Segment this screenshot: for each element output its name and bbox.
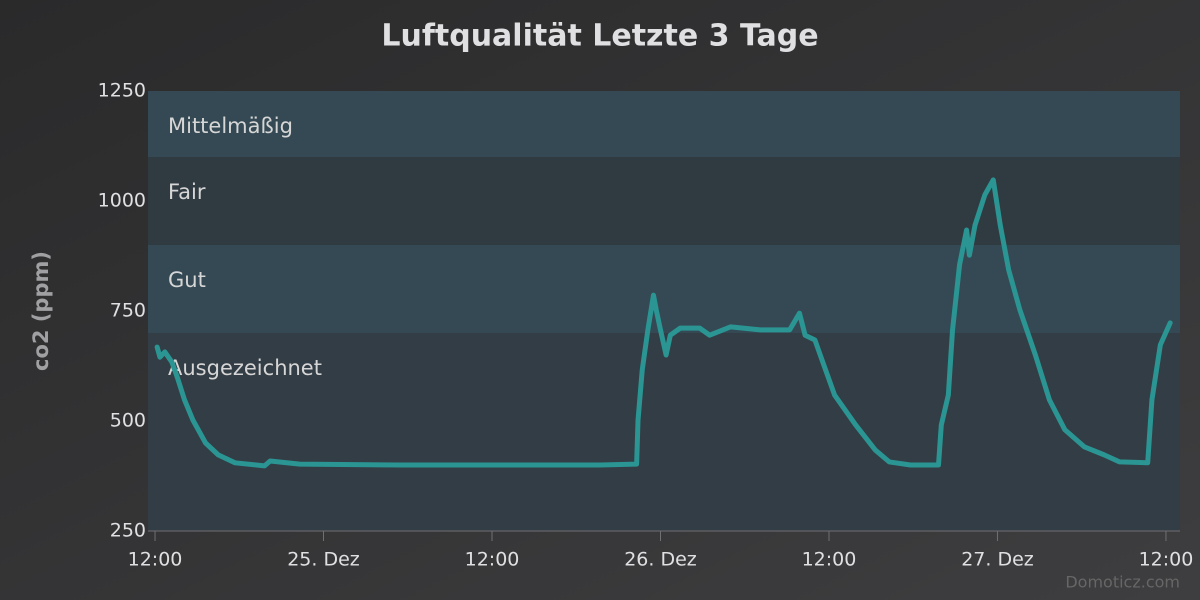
x-tick-label: 12:00 (802, 549, 857, 571)
x-tick-label: 25. Dez (287, 549, 360, 571)
plot-band (148, 91, 1180, 157)
plot-band-label: Ausgezeichnet (168, 356, 322, 380)
x-tick-label: 12:00 (465, 549, 520, 571)
chart-title: Luftqualität Letzte 3 Tage (381, 19, 818, 54)
x-tick-label: 26. Dez (624, 549, 697, 571)
credit: Domoticz.com (1065, 573, 1180, 592)
x-tick-label: 27. Dez (961, 549, 1034, 571)
y-tick-label: 500 (110, 410, 146, 432)
y-tick-label: 1250 (98, 80, 146, 102)
plot-band-label: Gut (168, 268, 206, 292)
x-tick-label: 12:00 (1139, 549, 1194, 571)
y-tick-label: 250 (110, 520, 146, 542)
y-tick-label: 750 (110, 300, 146, 322)
x-tick-label: 12:00 (128, 549, 183, 571)
y-axis-label: co2 (ppm) (29, 251, 53, 371)
plot-band (148, 157, 1180, 245)
plot-band-label: Fair (168, 180, 206, 204)
y-tick-label: 1000 (98, 190, 146, 212)
plot-band (148, 333, 1180, 531)
line (154, 177, 1173, 469)
plot-band-label: Mittelmäßig (168, 114, 293, 138)
